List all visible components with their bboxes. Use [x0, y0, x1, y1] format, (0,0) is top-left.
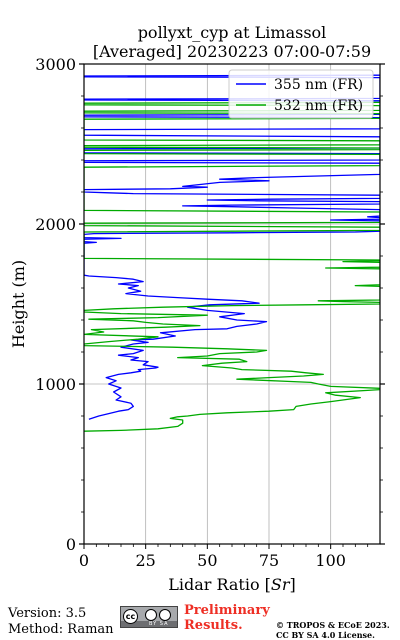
- legend-label-355nm: 355 nm (FR): [274, 77, 363, 93]
- series-line-0: [84, 74, 380, 420]
- x-tick-label: 50: [197, 551, 217, 570]
- cc-icon: cc: [123, 609, 138, 624]
- x-tick-label: 0: [79, 551, 89, 570]
- cc-license-logo: cc BY SA: [120, 606, 178, 628]
- by-icon: [145, 609, 157, 621]
- preliminary-notice: Preliminary Results.: [184, 603, 270, 633]
- y-tick-label: 3000: [35, 55, 76, 74]
- series-layer: [84, 74, 380, 432]
- version-info: Version: 3.5 Method: Raman: [8, 606, 114, 638]
- copyright-line1: © TROPOS & ECoE 2023.: [276, 620, 390, 630]
- preliminary-line2: Results.: [184, 618, 243, 633]
- method-text: Method: Raman: [8, 622, 114, 637]
- y-tick-label: 0: [66, 535, 76, 554]
- preliminary-line1: Preliminary: [184, 603, 270, 618]
- chart-subtitle: [Averaged] 20230223 07:00-07:59: [93, 42, 371, 61]
- x-tick-label: 100: [315, 551, 346, 570]
- version-text: Version: 3.5: [8, 606, 87, 621]
- sa-icon: [159, 609, 171, 621]
- series-line-1: [84, 101, 380, 432]
- y-axis-label: Height (m): [9, 260, 28, 348]
- lidar-ratio-chart: pollyxt_cyp at Limassol [Averaged] 20230…: [9, 23, 385, 594]
- copyright-notice: © TROPOS & ECoE 2023. CC BY SA 4.0 Licen…: [276, 620, 390, 640]
- y-tick-label: 2000: [35, 215, 76, 234]
- x-tick-label: 25: [135, 551, 155, 570]
- legend-box: [228, 69, 374, 119]
- copyright-line2: CC BY SA 4.0 License.: [276, 630, 375, 640]
- x-tick-label: 75: [259, 551, 279, 570]
- legend-label-532nm: 532 nm (FR): [274, 98, 363, 114]
- y-tick-label: 1000: [35, 375, 76, 394]
- chart-title: pollyxt_cyp at Limassol: [138, 23, 327, 42]
- legend: 355 nm (FR) 532 nm (FR): [228, 69, 374, 119]
- x-axis-label: Lidar Ratio [Sr]: [168, 575, 296, 594]
